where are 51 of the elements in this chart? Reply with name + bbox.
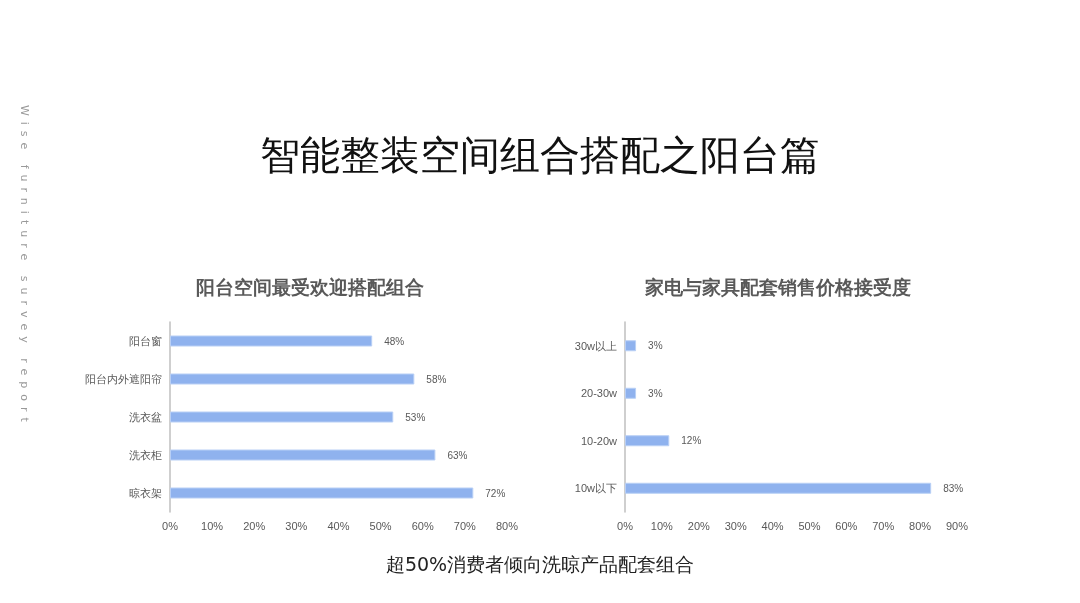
text: 超50%消费者倾向洗晾产品配套组合 [384, 552, 696, 577]
y-tick-label: 洗衣柜 [129, 449, 162, 461]
data-label: 58% [426, 373, 447, 385]
x-tick-label: 80% [495, 519, 519, 532]
x-tick-label: 0% [617, 519, 634, 532]
x-tick-label: 20% [243, 519, 266, 532]
bar [625, 482, 932, 494]
text: Wise furniture survey report [18, 105, 31, 428]
data-label: 3% [648, 387, 663, 399]
x-tick-label: 50% [798, 519, 821, 532]
data-label: 72% [485, 487, 506, 499]
data-label: 53% [405, 411, 426, 423]
y-tick-label: 阳台窗 [129, 335, 162, 347]
y-tick-label: 10w以下 [574, 482, 617, 495]
x-tick-label: 70% [872, 519, 895, 532]
data-label: 48% [384, 335, 405, 347]
chart-title: 家电与家具配套销售价格接受度 [643, 275, 911, 298]
bar [170, 411, 394, 423]
bar [625, 340, 637, 352]
x-tick-label: 40% [761, 519, 784, 532]
y-tick-label: 洗衣盆 [129, 411, 162, 423]
y-tick-label: 阳台内外遮阳帘 [85, 373, 162, 385]
x-tick-label: 60% [835, 519, 858, 532]
x-tick-label: 0% [162, 519, 179, 532]
bar [625, 387, 637, 399]
text: 智能整装空间组合搭配之阳台篇 [260, 132, 820, 178]
x-tick-label: 50% [369, 519, 392, 532]
y-tick-label: 晾衣架 [129, 487, 162, 499]
bar [170, 487, 474, 499]
x-tick-label: 30% [285, 519, 308, 532]
data-label: 83% [943, 482, 964, 494]
data-label: 63% [447, 449, 468, 461]
x-tick-label: 10% [201, 519, 224, 532]
x-tick-label: 60% [411, 519, 434, 532]
x-tick-label: 30% [724, 519, 747, 532]
bar [170, 373, 415, 385]
data-label: 12% [681, 435, 702, 447]
data-label: 3% [648, 340, 663, 352]
x-tick-label: 70% [453, 519, 477, 532]
x-tick-label: 20% [687, 519, 710, 532]
x-tick-label: 10% [650, 519, 674, 532]
y-tick-label: 30w以上 [574, 339, 617, 352]
x-tick-label: 40% [327, 519, 350, 532]
x-tick-label: 90% [945, 519, 969, 532]
y-tick-label: 10-20w [580, 434, 618, 447]
y-tick-label: 20-30w [580, 387, 618, 400]
bar [170, 335, 373, 347]
x-tick-label: 80% [909, 519, 932, 532]
chart-title: 阳台空间最受欢迎搭配组合 [196, 275, 424, 298]
bar [625, 435, 670, 447]
bar [170, 449, 436, 461]
